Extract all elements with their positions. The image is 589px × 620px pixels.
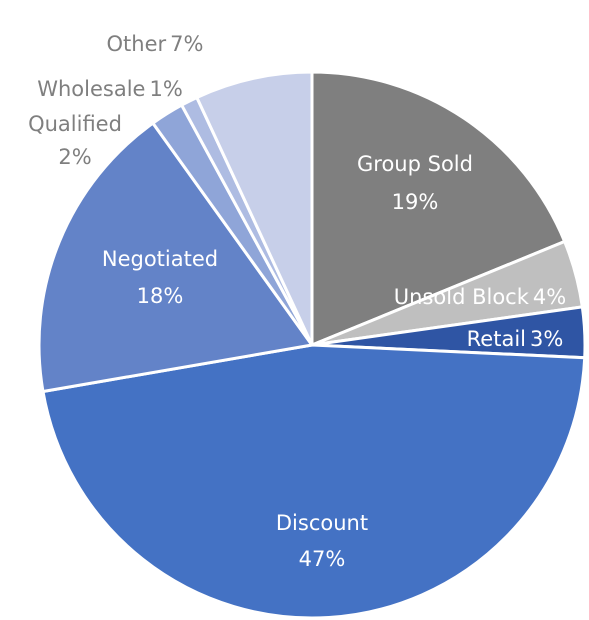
data-label: Unsold Block 4% <box>394 285 566 309</box>
value-label: 18% <box>137 284 184 308</box>
value-label: 4% <box>533 285 566 309</box>
category-label: Discount <box>276 511 368 535</box>
data-label: Group Sold 19% <box>357 152 473 214</box>
category-label: Qualified <box>28 112 122 136</box>
pie-slice <box>37 121 315 394</box>
value-label: 1% <box>149 77 182 101</box>
data-label: Negotiated 18% <box>102 247 218 308</box>
data-label: Discount 47% <box>276 511 368 571</box>
category-label: Retail <box>467 327 526 351</box>
data-label: Wholesale 1% <box>37 77 183 101</box>
category-label: Group Sold <box>357 152 473 176</box>
pie-slice <box>41 343 587 620</box>
category-label: Negotiated <box>102 247 218 271</box>
value-label: 7% <box>170 32 203 56</box>
pie-slice <box>194 70 314 346</box>
data-label: Other 7% <box>107 32 204 56</box>
data-label: Retail 3% <box>467 327 564 351</box>
value-label: 47% <box>299 547 346 571</box>
category-label: Unsold Block <box>394 285 530 309</box>
value-label: 19% <box>392 190 439 214</box>
value-label: 2% <box>58 145 91 169</box>
category-label: Wholesale <box>37 77 145 101</box>
value-label: 3% <box>530 327 563 351</box>
category-label: Other <box>107 32 167 56</box>
data-label: Qualified 2% <box>28 112 122 169</box>
pie-slice <box>310 70 567 348</box>
